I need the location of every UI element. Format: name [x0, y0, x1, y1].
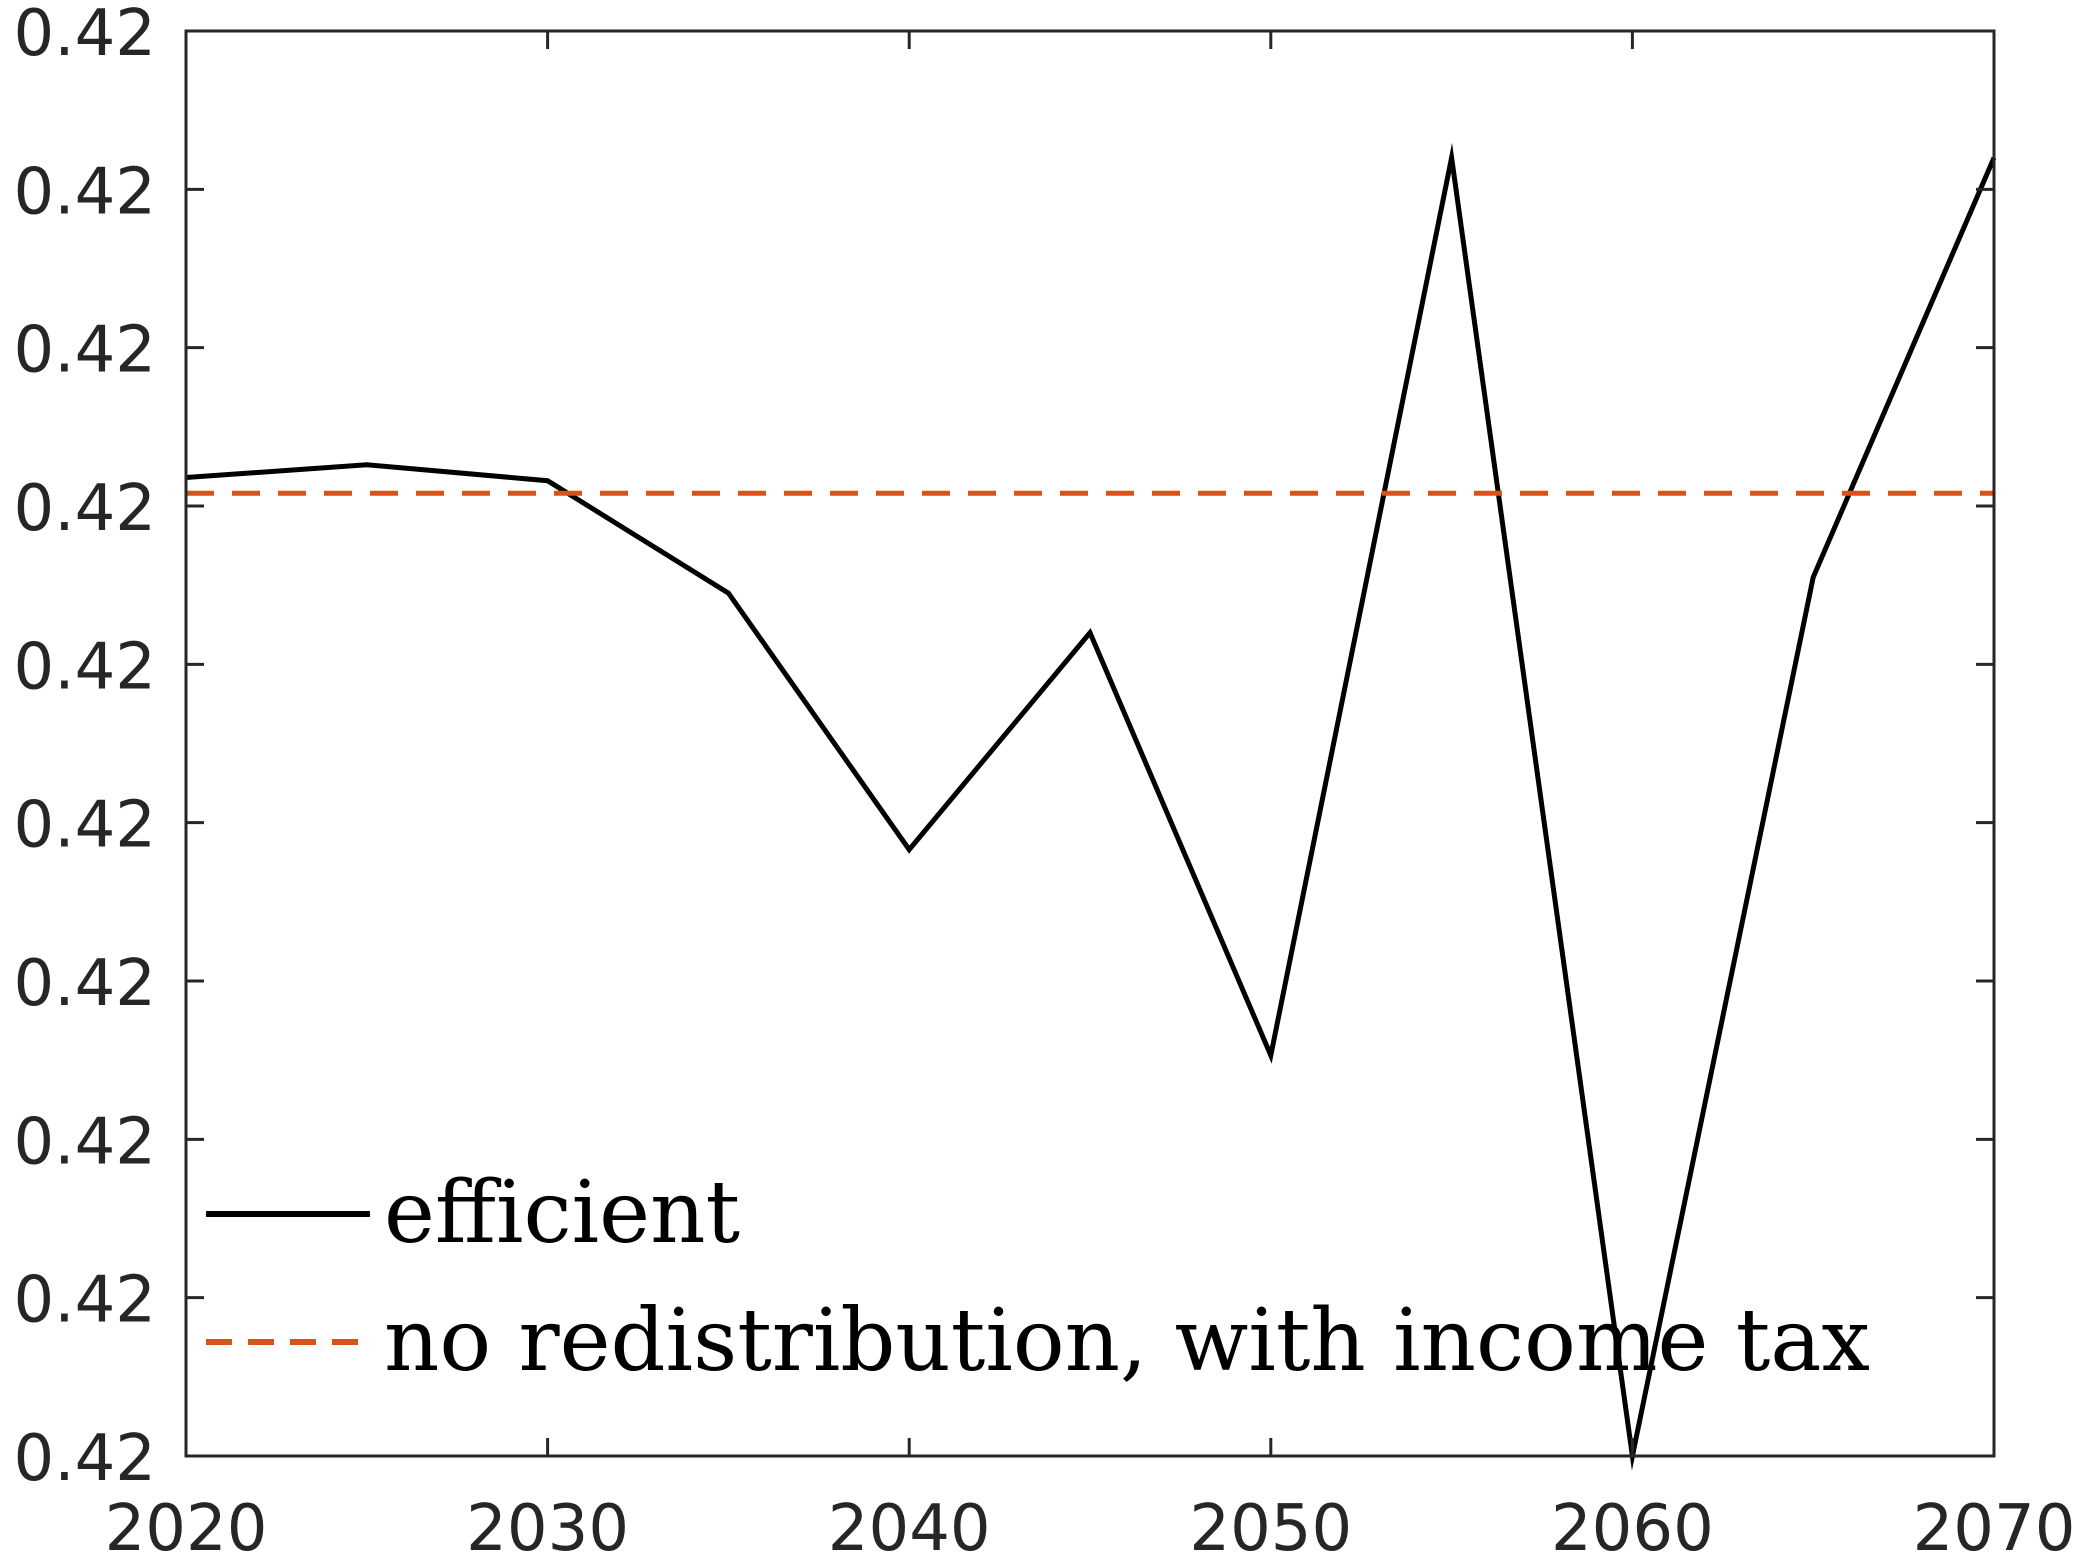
axes-layer: 2020 2030 2040 2050 2060 2070 0.42 0.42 0.42 0.42… — [14, 0, 2076, 1554]
y-tick-label: 0.42 — [14, 1105, 157, 1179]
plot-area — [186, 31, 1994, 1456]
legend-label: efficient — [384, 1163, 740, 1263]
y-tick-label: 0.42 — [14, 630, 157, 704]
series-layer — [185, 142, 1997, 1471]
y-tick-label: 0.42 — [14, 472, 157, 546]
y-tick-label: 0.42 — [14, 155, 157, 229]
y-tick-label: 0.42 — [14, 789, 157, 863]
y-tick-label: 0.42 — [14, 0, 157, 71]
x-tick-label: 2060 — [1551, 1492, 1714, 1554]
x-tick-label: 2040 — [828, 1492, 991, 1554]
legend: efficient no redistribution, with income … — [206, 1163, 1870, 1391]
x-tick-label: 2030 — [466, 1492, 629, 1554]
x-tick-label: 2070 — [1913, 1492, 2076, 1554]
y-tick-label: 0.42 — [14, 1264, 157, 1338]
x-tick-label: 2020 — [105, 1492, 268, 1554]
y-tick-label: 0.42 — [14, 314, 157, 388]
axes-frame — [184, 29, 1996, 1458]
plot-background — [186, 31, 1994, 1456]
legend-label: no redistribution, with income tax — [384, 1291, 1870, 1391]
y-tick-label: 0.42 — [14, 947, 157, 1021]
series-line-efficient — [185, 142, 1997, 1471]
x-tick-label: 2050 — [1189, 1492, 1352, 1554]
y-tick-label: 0.42 — [14, 1422, 157, 1496]
